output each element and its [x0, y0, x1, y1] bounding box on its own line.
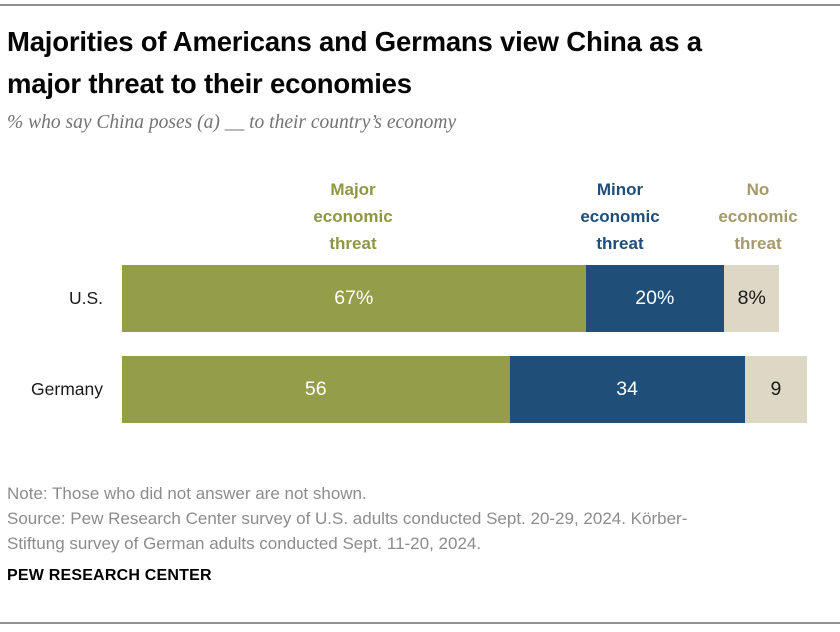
page-title: Majorities of Americans and Germans view… — [7, 21, 827, 105]
page-title-line-2: major threat to their economies — [7, 68, 412, 99]
chart-row-germany: Germany 56 34 9 — [0, 356, 840, 423]
category-label-u-s-: U.S. — [68, 288, 103, 308]
note-text: Note: Those who did not answer are not s… — [7, 484, 367, 503]
page-title-line-1: Majorities of Americans and Germans view… — [7, 26, 702, 57]
value-label-germany-minor-economic-threat: 34 — [616, 378, 638, 400]
value-label-germany-no-economic-threat: 9 — [770, 378, 782, 400]
stacked-bar-u-s-: 67% 20% 8% — [122, 265, 780, 332]
value-label-u-s--no-economic-threat: 8% — [737, 287, 766, 309]
legend-label-minor-economic-threat: Minor economic threat — [580, 180, 660, 253]
value-label-germany-major-economic-threat: 56 — [304, 378, 327, 400]
bar-segment-germany-no-economic-threat: 9 — [744, 356, 808, 423]
bar-segment-germany-major-economic-threat: 56 — [122, 356, 510, 423]
category-label-germany: Germany — [31, 379, 103, 399]
pew-research-center-logo: PEW RESEARCH CENTER — [7, 567, 212, 584]
bar-segment-u-s--no-economic-threat: 8% — [724, 265, 780, 332]
value-label-u-s--major-economic-threat: 67% — [334, 287, 374, 309]
top-divider — [0, 4, 840, 6]
legend-label-no-economic-threat: No economic threat — [718, 180, 798, 253]
legend-label-major-economic-threat: Major economic threat — [313, 180, 393, 253]
bar-segment-u-s--major-economic-threat: 67% — [122, 265, 586, 332]
chart-row-u-s-: U.S. 67% 20% 8% — [0, 265, 840, 332]
stacked-bar-chart: U.S. 67% 20% 8% Germany 56 34 9 — [0, 265, 840, 447]
bar-segment-germany-minor-economic-threat: 34 — [509, 356, 745, 423]
bar-segment-u-s--minor-economic-threat: 20% — [585, 265, 725, 332]
stacked-bar-germany: 56 34 9 — [122, 356, 808, 423]
value-label-u-s--minor-economic-threat: 20% — [635, 287, 675, 309]
source-text-line-2: Stiftung survey of German adults conduct… — [7, 534, 482, 553]
chart-subtitle: % who say China poses (a) __ to their co… — [7, 112, 457, 133]
bottom-divider — [0, 622, 840, 624]
source-text-line-1: Source: Pew Research Center survey of U.… — [7, 509, 688, 528]
footnote-block: Note: Those who did not answer are not s… — [7, 481, 827, 556]
